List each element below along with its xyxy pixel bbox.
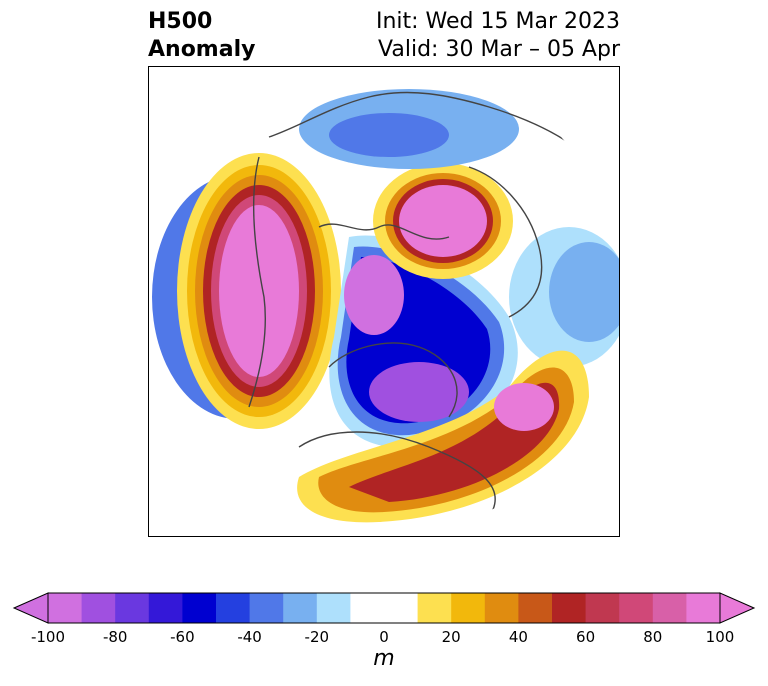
- colorbar-tick-label: 100: [705, 628, 735, 646]
- colorbar-segment: [216, 593, 251, 623]
- colorbar-tick-label: 80: [643, 628, 663, 646]
- colorbar-tick-label: -100: [30, 628, 66, 646]
- colorbar-tick-label: -40: [237, 628, 262, 646]
- contour-neg: [549, 242, 619, 342]
- contour-pos: [494, 383, 554, 431]
- title-left: H500 Anomaly: [148, 8, 255, 64]
- colorbar-tick-label: 60: [576, 628, 596, 646]
- colorbar-segment: [451, 593, 486, 623]
- colorbar-segment: [417, 593, 452, 623]
- contour-neg: [369, 362, 469, 422]
- colorbar-segment: [350, 593, 385, 623]
- colorbar-segment: [484, 593, 519, 623]
- colorbar-segment: [316, 593, 351, 623]
- colorbar-segment: [115, 593, 150, 623]
- colorbar-min-extension: [12, 592, 49, 624]
- colorbar-segment: [518, 593, 553, 623]
- colorbar-tick-label: 40: [508, 628, 528, 646]
- colorbar-segment: [652, 593, 687, 623]
- contour-pos: [219, 205, 299, 377]
- colorbar-segment: [686, 593, 721, 623]
- colorbar-segment: [48, 593, 83, 623]
- colorbar-segment: [585, 593, 620, 623]
- colorbar-max-extension: [719, 592, 756, 624]
- colorbar-tick-label: -60: [170, 628, 195, 646]
- colorbar-segment: [249, 593, 284, 623]
- colorbar-ticks: -100 -80 -60 -40 -20 0 20 40 60 80 100: [0, 628, 768, 650]
- init-date: Init: Wed 15 Mar 2023: [375, 9, 620, 34]
- colorbar: [12, 592, 756, 624]
- map-panel: [148, 66, 620, 537]
- colorbar-segment: [283, 593, 318, 623]
- contour-neg: [344, 255, 404, 335]
- contour-pos: [399, 185, 487, 257]
- contour-neg: [329, 113, 449, 157]
- colorbar-tick-label: 20: [441, 628, 461, 646]
- colorbar-segment: [619, 593, 654, 623]
- colorbar-tick-label: -20: [304, 628, 330, 646]
- colorbar-tick-label: -80: [102, 628, 128, 646]
- colorbar-segment: [81, 593, 116, 623]
- colorbar-outline: [47, 592, 721, 624]
- colorbar-segment: [552, 593, 587, 623]
- coastlines: [248, 91, 600, 518]
- title-right: Init: Wed 15 Mar 2023 Valid: 30 Mar – 05…: [376, 8, 620, 64]
- colorbar-segment: [148, 593, 183, 623]
- title-variable: H500: [148, 9, 213, 34]
- valid-range: Valid: 30 Mar – 05 Apr: [378, 37, 620, 62]
- colorbar-segment: [182, 593, 217, 623]
- title-type: Anomaly: [148, 37, 256, 62]
- colorbar-segment: [384, 593, 419, 623]
- colorbar-unit: m: [373, 646, 395, 671]
- anomaly-map: [152, 89, 619, 523]
- colorbar-tick-label: 0: [379, 628, 389, 646]
